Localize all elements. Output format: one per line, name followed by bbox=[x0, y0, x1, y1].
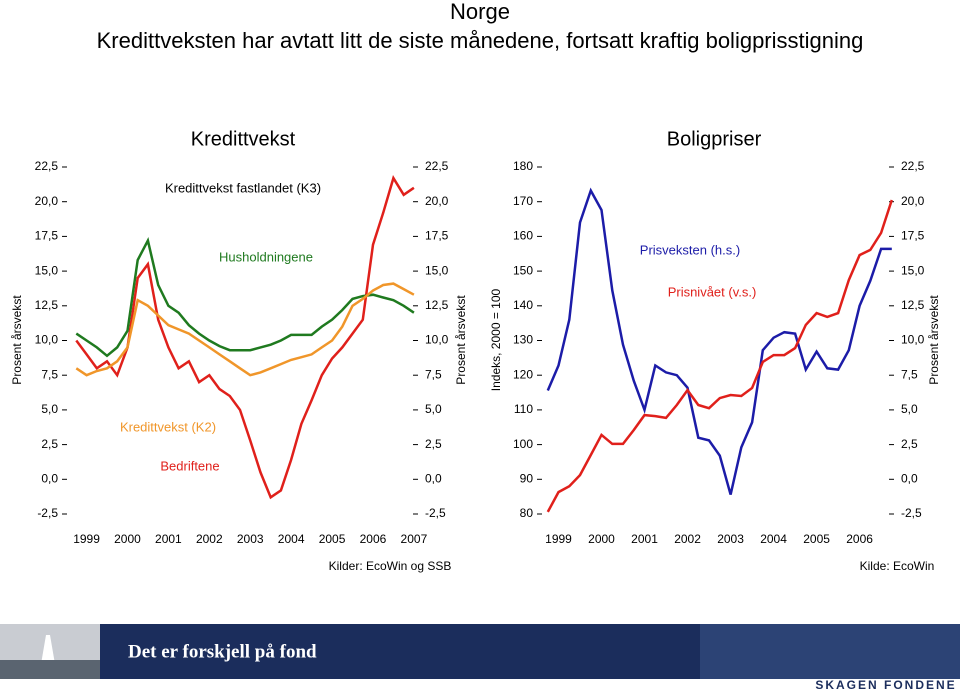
y2-axis-label: Prosent årsvekst bbox=[927, 295, 941, 385]
logo: SKAGEN FONDENE bbox=[815, 678, 956, 692]
x-tick-label: 2006 bbox=[846, 532, 873, 546]
y-tick-label: 120 bbox=[513, 367, 533, 381]
x-tick-label: 2007 bbox=[401, 532, 428, 546]
y2-tick-label: 5,0 bbox=[901, 402, 918, 416]
series-line bbox=[546, 187, 892, 495]
series-line bbox=[546, 199, 893, 513]
y-tick-label: 5,0 bbox=[41, 402, 58, 416]
chart-title: Kredittvekst bbox=[191, 128, 296, 150]
y2-tick-label: 2,5 bbox=[901, 437, 918, 451]
y2-tick-label: 12,5 bbox=[901, 298, 925, 312]
x-tick-label: 2000 bbox=[114, 532, 141, 546]
x-tick-label: 2004 bbox=[278, 532, 305, 546]
y-tick-label: 22,5 bbox=[35, 159, 59, 173]
rocks bbox=[0, 660, 100, 679]
slide-title: Norge bbox=[450, 0, 510, 24]
y-tick-label: 130 bbox=[513, 333, 533, 347]
y-tick-label: 150 bbox=[513, 263, 533, 277]
y2-tick-label: -2,5 bbox=[901, 506, 922, 520]
y2-tick-label: 5,0 bbox=[425, 402, 442, 416]
y-tick-label: 20,0 bbox=[35, 194, 59, 208]
y-tick-label: 12,5 bbox=[35, 298, 59, 312]
y2-tick-label: 2,5 bbox=[425, 437, 442, 451]
y-tick-label: 10,0 bbox=[35, 333, 59, 347]
x-tick-label: 2004 bbox=[760, 532, 787, 546]
footer: Det er forskjell på fond SKAGEN FONDENE bbox=[0, 624, 960, 692]
slogan: Det er forskjell på fond bbox=[128, 641, 317, 662]
x-tick-label: 2005 bbox=[803, 532, 830, 546]
y-tick-label: 0,0 bbox=[41, 471, 58, 485]
x-tick-label: 2001 bbox=[155, 532, 182, 546]
y-tick-label: 2,5 bbox=[41, 437, 58, 451]
y-tick-label: 180 bbox=[513, 159, 533, 173]
series-line bbox=[75, 282, 415, 377]
x-tick-label: 1999 bbox=[73, 532, 100, 546]
x-tick-label: 1999 bbox=[545, 532, 572, 546]
y2-tick-label: 20,0 bbox=[425, 194, 449, 208]
y-tick-label: 110 bbox=[514, 402, 533, 416]
y2-tick-label: 10,0 bbox=[425, 333, 449, 347]
y-tick-label: 140 bbox=[513, 298, 533, 312]
y2-tick-label: 7,5 bbox=[425, 367, 442, 381]
x-tick-label: 2002 bbox=[674, 532, 701, 546]
x-tick-label: 2000 bbox=[588, 532, 615, 546]
y2-tick-label: 0,0 bbox=[425, 471, 442, 485]
y2-tick-label: 15,0 bbox=[425, 263, 449, 277]
y-tick-label: 80 bbox=[520, 506, 534, 520]
y2-tick-label: -2,5 bbox=[425, 506, 446, 520]
x-tick-label: 2006 bbox=[360, 532, 387, 546]
x-tick-label: 2003 bbox=[237, 532, 264, 546]
x-tick-label: 2003 bbox=[717, 532, 744, 546]
source: Kilde: EcoWin bbox=[860, 559, 935, 573]
y2-tick-label: 10,0 bbox=[901, 333, 925, 347]
y2-tick-label: 15,0 bbox=[901, 263, 925, 277]
y2-tick-label: 20,0 bbox=[901, 194, 925, 208]
y2-tick-label: 17,5 bbox=[425, 229, 449, 243]
banner-fade bbox=[700, 624, 960, 679]
slide-subtitle: Kredittveksten har avtatt litt de siste … bbox=[97, 28, 864, 53]
series-line bbox=[75, 237, 415, 358]
y2-tick-label: 17,5 bbox=[901, 229, 925, 243]
x-tick-label: 2002 bbox=[196, 532, 223, 546]
y2-tick-label: 7,5 bbox=[901, 367, 918, 381]
series-label: Bedriftene bbox=[160, 458, 219, 473]
chart-title: Boligpriser bbox=[667, 128, 762, 150]
y2-tick-label: 12,5 bbox=[425, 298, 449, 312]
y-tick-label: 7,5 bbox=[41, 367, 58, 381]
series-label: Prisnivået (v.s.) bbox=[668, 284, 757, 299]
y-tick-label: 90 bbox=[520, 471, 534, 485]
y-tick-label: 15,0 bbox=[35, 263, 59, 277]
annotation: Kredittvekst fastlandet (K3) bbox=[165, 180, 321, 195]
series-label: Kredittvekst (K2) bbox=[120, 419, 216, 434]
y-tick-label: -2,5 bbox=[37, 506, 58, 520]
source: Kilder: EcoWin og SSB bbox=[329, 559, 452, 573]
y-tick-label: 160 bbox=[513, 229, 533, 243]
y-tick-label: 170 bbox=[513, 194, 533, 208]
y-axis-label: Prosent årsvekst bbox=[10, 295, 24, 385]
y2-axis-label: Prosent årsvekst bbox=[454, 295, 468, 385]
y2-tick-label: 0,0 bbox=[901, 471, 918, 485]
series-label: Husholdningene bbox=[219, 249, 313, 264]
y-tick-label: 100 bbox=[513, 437, 533, 451]
x-tick-label: 2001 bbox=[631, 532, 658, 546]
x-tick-label: 2005 bbox=[319, 532, 346, 546]
y-tick-label: 17,5 bbox=[35, 229, 59, 243]
series-line bbox=[75, 175, 415, 500]
y-axis-label: Indeks, 2000 = 100 bbox=[489, 288, 503, 391]
y2-tick-label: 22,5 bbox=[901, 159, 925, 173]
y2-tick-label: 22,5 bbox=[425, 159, 449, 173]
series-label: Prisveksten (h.s.) bbox=[640, 242, 740, 257]
